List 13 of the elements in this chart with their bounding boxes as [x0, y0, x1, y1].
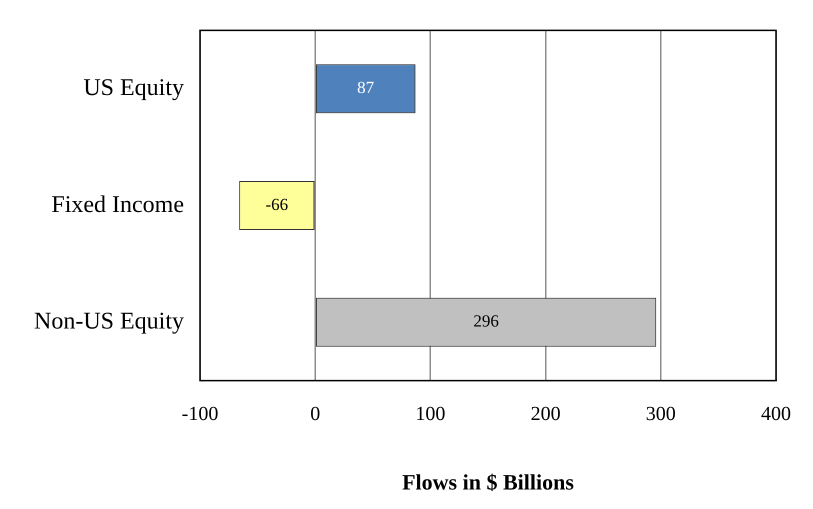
y-tick-label: Non-US Equity [34, 308, 184, 335]
y-tick-label: US Equity [83, 75, 184, 102]
data-label: 296 [473, 312, 499, 331]
x-tick-label: 300 [646, 402, 676, 425]
data-label: -66 [265, 194, 288, 214]
x-tick-label: -100 [182, 402, 218, 425]
x-tick-label: 100 [415, 402, 446, 425]
y-tick-label: Fixed Income [51, 192, 184, 218]
x-tick-label: 0 [310, 402, 320, 425]
x-tick-label: 200 [530, 402, 561, 425]
x-tick-label: 400 [761, 402, 791, 425]
data-label: 87 [357, 78, 375, 98]
x-axis-title: Flows in $ Billions [402, 469, 574, 494]
